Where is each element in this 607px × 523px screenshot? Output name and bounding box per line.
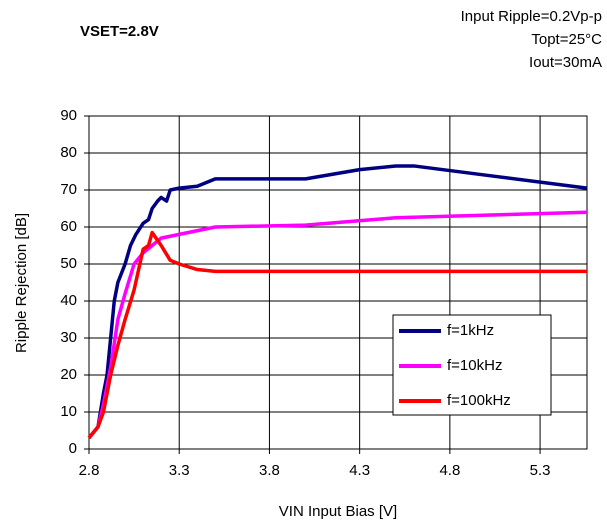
- annotation: Iout=30mA: [529, 54, 602, 71]
- x-tick-label: 3.8: [259, 462, 280, 479]
- y-tick-label: 30: [60, 329, 77, 346]
- chart-title: VSET=2.8V: [80, 23, 159, 40]
- y-tick-label: 0: [69, 440, 77, 457]
- y-tick-label: 60: [60, 218, 77, 235]
- annotation: Input Ripple=0.2Vp-p: [461, 8, 602, 25]
- y-tick-label: 70: [60, 181, 77, 198]
- series-line: [87, 230, 587, 440]
- x-tick-label: 4.8: [439, 462, 460, 479]
- x-axis-label: VIN Input Bias [V]: [279, 503, 397, 520]
- legend-label: f=100kHz: [447, 392, 511, 409]
- y-tick-label: 50: [60, 255, 77, 272]
- legend-label: f=10kHz: [447, 357, 502, 374]
- x-tick-label: 3.3: [169, 462, 190, 479]
- legend-label: f=1kHz: [447, 322, 494, 339]
- y-tick-label: 80: [60, 144, 77, 161]
- y-tick-label: 90: [60, 107, 77, 124]
- x-tick-label: 2.8: [79, 462, 100, 479]
- annotation: Topt=25°C: [531, 31, 602, 48]
- y-tick-label: 40: [60, 292, 77, 309]
- series-line: [87, 164, 588, 440]
- x-tick-label: 4.3: [349, 462, 370, 479]
- y-tick-label: 20: [60, 366, 77, 383]
- y-axis-label: Ripple Rejection [dB]: [13, 213, 30, 353]
- x-tick-label: 5.3: [530, 462, 551, 479]
- y-tick-label: 10: [60, 403, 77, 420]
